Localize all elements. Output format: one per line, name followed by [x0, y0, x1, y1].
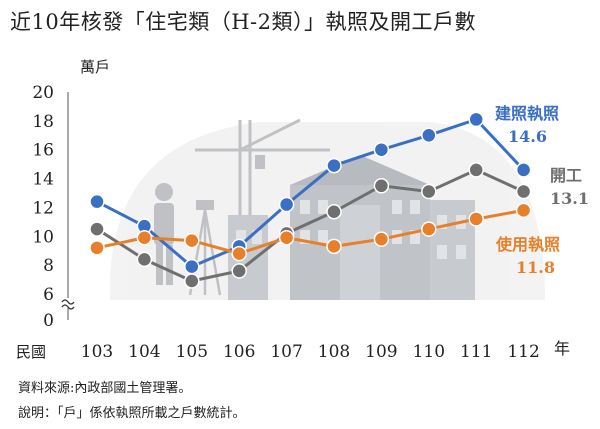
x-tick-label: 111 — [460, 342, 492, 362]
data-point — [468, 111, 484, 128]
series-value-label: 11.8 — [516, 258, 555, 277]
x-tick-label: 107 — [270, 342, 302, 362]
y-tick-label: 10 — [32, 227, 54, 247]
data-point — [468, 162, 484, 178]
x-tick-label: 112 — [507, 342, 539, 362]
data-point — [184, 232, 200, 249]
series-line — [96, 168, 525, 283]
labels-layer: 建照執照 14.6 開工 13.1 使用執照 11.8 — [495, 104, 589, 277]
data-point — [136, 251, 153, 268]
data-point — [278, 229, 295, 246]
source-note: 資料來源:內政部國土管理署。 — [18, 381, 192, 396]
y-tick-label: 8 — [43, 256, 54, 276]
x-axis-prefix: 民國 — [16, 343, 46, 361]
series-value-label: 14.6 — [508, 127, 547, 146]
x-tick-label: 108 — [318, 342, 350, 362]
explain-note: 說明：「戶」係依執照所載之戶數統計。 — [18, 406, 246, 421]
data-point — [421, 127, 437, 144]
data-point — [515, 202, 532, 219]
data-point — [373, 178, 390, 194]
chart-title: 近10年核發「住宅類（H-2類）」執照及開工戶數 — [10, 10, 476, 34]
y-tick-label: 16 — [32, 141, 54, 161]
data-point — [373, 231, 390, 247]
series-layer — [89, 111, 532, 289]
data-point — [89, 193, 105, 210]
axis-break-mark — [61, 299, 75, 310]
x-tick-label: 104 — [128, 342, 160, 362]
x-tick-label: 110 — [413, 342, 445, 362]
data-point — [231, 263, 247, 279]
data-point — [468, 211, 484, 227]
y-tick-label: 0 — [43, 311, 54, 331]
series-value-label: 13.1 — [550, 189, 589, 208]
series-line — [96, 117, 525, 269]
x-axis-suffix: 年 — [554, 339, 570, 358]
data-point — [373, 141, 390, 158]
series-name-label: 建照執照 — [495, 104, 559, 123]
data-point — [184, 258, 200, 275]
data-point — [89, 240, 105, 256]
data-point — [326, 204, 342, 220]
y-tick-label: 14 — [32, 170, 54, 190]
data-point — [136, 229, 153, 246]
x-tick-label: 109 — [365, 342, 397, 362]
series-name-label: 開工 — [550, 166, 582, 185]
x-tick-label: 106 — [223, 342, 255, 362]
data-point — [184, 273, 200, 289]
x-tick-label: 105 — [176, 342, 208, 362]
data-point — [231, 245, 247, 262]
data-point — [515, 162, 532, 178]
data-point — [421, 221, 437, 237]
data-point — [515, 183, 532, 200]
y-axis-label: 萬戶 — [80, 58, 110, 76]
y-tick-label: 6 — [43, 285, 54, 305]
data-point — [326, 157, 342, 174]
x-tick-label: 103 — [81, 342, 113, 362]
y-tick-label: 18 — [32, 112, 54, 132]
y-tick-label: 20 — [32, 83, 54, 103]
series-name-label: 使用執照 — [495, 235, 560, 254]
y-tick-label: 12 — [32, 198, 54, 218]
data-point — [89, 221, 105, 237]
series-line — [96, 208, 524, 256]
data-point — [326, 238, 342, 255]
data-point — [278, 196, 295, 213]
data-point — [421, 183, 437, 200]
